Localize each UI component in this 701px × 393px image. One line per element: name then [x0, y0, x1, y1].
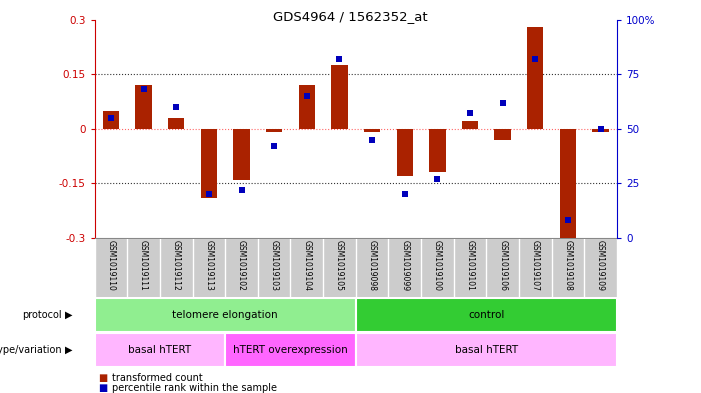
- Text: telomere elongation: telomere elongation: [172, 310, 278, 320]
- Point: [530, 56, 541, 62]
- Point: [432, 176, 443, 182]
- Bar: [429, 129, 446, 172]
- Bar: [397, 129, 413, 176]
- Text: GSM1019112: GSM1019112: [172, 240, 181, 291]
- Text: basal hTERT: basal hTERT: [128, 345, 191, 355]
- Bar: [355, 333, 617, 367]
- Text: GSM1019099: GSM1019099: [400, 240, 409, 292]
- Point: [138, 86, 149, 93]
- Text: GSM1019103: GSM1019103: [270, 240, 279, 291]
- Text: GSM1019105: GSM1019105: [335, 240, 344, 291]
- Bar: [355, 298, 617, 332]
- Bar: [200, 129, 217, 198]
- Text: ▶: ▶: [65, 345, 73, 355]
- Point: [464, 110, 475, 117]
- Point: [236, 187, 247, 193]
- Point: [170, 104, 182, 110]
- Bar: [494, 129, 511, 140]
- Text: GSM1019111: GSM1019111: [139, 240, 148, 291]
- Point: [203, 191, 215, 197]
- Point: [367, 136, 378, 143]
- Text: protocol: protocol: [22, 310, 62, 320]
- Bar: [168, 118, 184, 129]
- Bar: [103, 110, 119, 129]
- Bar: [95, 333, 225, 367]
- Point: [595, 125, 606, 132]
- Text: ■: ■: [98, 373, 107, 383]
- Bar: [299, 85, 315, 129]
- Text: GSM1019113: GSM1019113: [205, 240, 213, 291]
- Text: basal hTERT: basal hTERT: [455, 345, 518, 355]
- Text: transformed count: transformed count: [112, 373, 203, 383]
- Point: [105, 115, 116, 121]
- Text: genotype/variation: genotype/variation: [0, 345, 62, 355]
- Bar: [332, 65, 348, 129]
- Text: control: control: [468, 310, 505, 320]
- Point: [301, 93, 313, 99]
- Text: GSM1019102: GSM1019102: [237, 240, 246, 291]
- Text: GSM1019109: GSM1019109: [596, 240, 605, 291]
- Bar: [135, 85, 151, 129]
- Text: GSM1019110: GSM1019110: [107, 240, 116, 291]
- Bar: [462, 121, 478, 129]
- Bar: [266, 129, 283, 132]
- Point: [562, 217, 573, 224]
- Bar: [95, 298, 355, 332]
- Text: GSM1019106: GSM1019106: [498, 240, 507, 291]
- Bar: [233, 129, 250, 180]
- Text: GSM1019107: GSM1019107: [531, 240, 540, 291]
- Text: percentile rank within the sample: percentile rank within the sample: [112, 383, 277, 393]
- Point: [268, 143, 280, 149]
- Text: GSM1019101: GSM1019101: [465, 240, 475, 291]
- Text: GSM1019104: GSM1019104: [302, 240, 311, 291]
- Text: ■: ■: [98, 383, 107, 393]
- Bar: [592, 129, 608, 132]
- Text: GSM1019108: GSM1019108: [564, 240, 573, 291]
- Bar: [225, 333, 356, 367]
- Text: hTERT overexpression: hTERT overexpression: [233, 345, 348, 355]
- Bar: [560, 129, 576, 238]
- Text: ▶: ▶: [65, 310, 73, 320]
- Point: [334, 56, 345, 62]
- Bar: [364, 129, 380, 132]
- Text: GDS4964 / 1562352_at: GDS4964 / 1562352_at: [273, 10, 428, 23]
- Text: GSM1019098: GSM1019098: [367, 240, 376, 291]
- Bar: [527, 27, 543, 129]
- Point: [497, 99, 508, 106]
- Text: GSM1019100: GSM1019100: [433, 240, 442, 291]
- Point: [399, 191, 410, 197]
